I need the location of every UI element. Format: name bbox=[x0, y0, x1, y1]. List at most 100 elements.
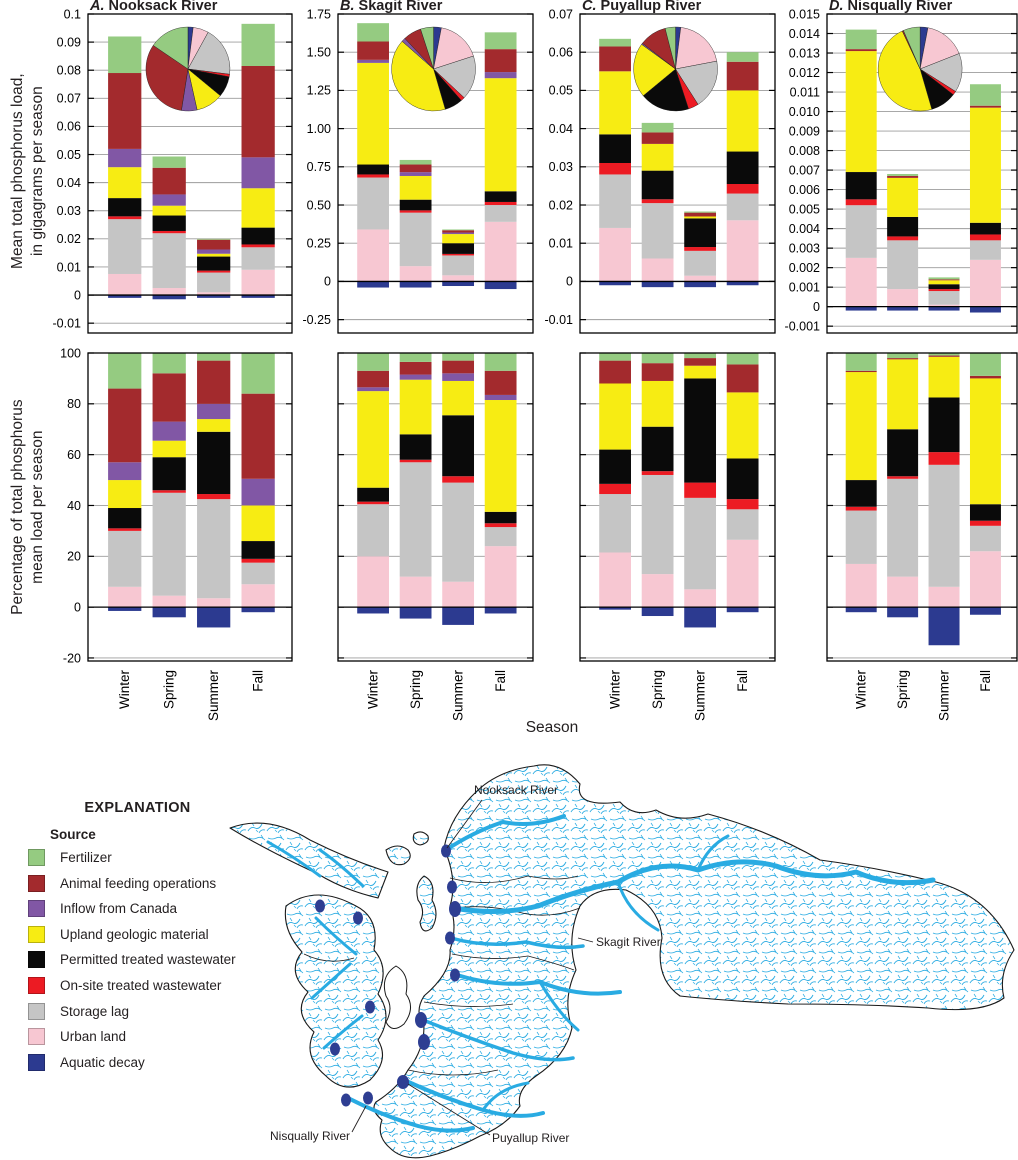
svg-text:-0.01: -0.01 bbox=[545, 313, 574, 327]
legend-swatch-aquatic_decay bbox=[28, 1053, 45, 1071]
svg-text:80: 80 bbox=[67, 397, 81, 411]
map-label-skagit: Skagit River bbox=[596, 935, 661, 949]
svg-text:0.009: 0.009 bbox=[789, 124, 820, 138]
legend-label: Urban land bbox=[60, 1029, 127, 1045]
svg-text:0.010: 0.010 bbox=[789, 105, 820, 119]
legend-swatch-upland_geologic bbox=[28, 925, 45, 943]
map-label-nooksack: Nooksack River bbox=[474, 783, 558, 797]
nooksack-river-line bbox=[444, 814, 566, 852]
legend-items: Fertilizer Animal feeding operations Inflo… bbox=[28, 849, 318, 1071]
svg-text:0.06: 0.06 bbox=[57, 120, 81, 134]
legend-swatch-storage_lag bbox=[28, 1002, 45, 1020]
east-basin bbox=[373, 764, 1015, 1159]
panel-load-D: 0.015 0.014 0.013 0.012 0.011 0.010 0.009 0.008… bbox=[785, 7, 1018, 334]
legend-label: Inflow from Canada bbox=[60, 901, 178, 917]
legend-item-permitted_wastewater: Permitted treated wastewater bbox=[28, 951, 318, 969]
pie-B bbox=[391, 26, 476, 112]
legend-item-urban_land: Urban land bbox=[28, 1028, 318, 1046]
legend-header: EXPLANATION bbox=[84, 800, 191, 816]
svg-text:0.01: 0.01 bbox=[549, 237, 573, 251]
map-label-nisqually: Nisqually River bbox=[270, 1129, 350, 1143]
legend-swatch-permitted_wastewater bbox=[28, 951, 45, 969]
panel-letter: D. bbox=[829, 0, 844, 14]
svg-text:0.02: 0.02 bbox=[57, 232, 81, 246]
svg-text:0.011: 0.011 bbox=[790, 85, 820, 99]
panel-letter: A. bbox=[90, 0, 105, 14]
legend-swatch-inflow_canada bbox=[28, 900, 45, 918]
panel-name: Nooksack River bbox=[108, 0, 218, 14]
svg-text:20: 20 bbox=[67, 550, 81, 564]
panel-title-nooksack: A. Nooksack River bbox=[90, 0, 217, 14]
pie-D bbox=[877, 26, 963, 112]
legend-item-storage_lag: Storage lag bbox=[28, 1002, 318, 1020]
svg-text:-0.01: -0.01 bbox=[53, 316, 82, 330]
charts-svg: 0.10.090.080.070.060.050.040.030.020.010… bbox=[53, 7, 1018, 722]
panel-percent-D: Winter Spring Summer Fall bbox=[826, 352, 1018, 721]
svg-text:-0.001: -0.001 bbox=[785, 319, 820, 333]
legend-label: Storage lag bbox=[60, 1003, 130, 1019]
season-tick-label: Fall bbox=[493, 670, 508, 692]
svg-text:0.04: 0.04 bbox=[57, 176, 81, 190]
pie-C bbox=[633, 26, 718, 112]
legend-item-onsite_wastewater: On-site treated wastewater bbox=[28, 976, 318, 994]
svg-text:0.25: 0.25 bbox=[307, 237, 331, 251]
svg-text:0.05: 0.05 bbox=[549, 84, 573, 98]
svg-text:0: 0 bbox=[74, 600, 81, 614]
svg-text:0: 0 bbox=[813, 300, 820, 314]
svg-text:0.1: 0.1 bbox=[64, 7, 81, 21]
x-axis-title: Season bbox=[525, 719, 579, 736]
svg-text:0.50: 0.50 bbox=[307, 198, 331, 212]
panel-load-B: 1.75 1.50 1.25 1.00 0.75 0.50 0.25 0 -0.25 bbox=[303, 7, 534, 334]
season-tick-label: Winter bbox=[117, 670, 132, 710]
panel-name: Nisqually River bbox=[847, 0, 953, 14]
season-tick-label: Spring bbox=[895, 670, 910, 709]
monitoring-station-dots bbox=[315, 844, 461, 1107]
legend-item-aquatic_decay: Aquatic decay bbox=[28, 1053, 318, 1071]
svg-text:1.75: 1.75 bbox=[307, 7, 331, 21]
svg-text:0.001: 0.001 bbox=[789, 280, 820, 294]
whidbey-island bbox=[416, 875, 437, 932]
legend-label: On-site treated wastewater bbox=[60, 977, 222, 993]
kitsap-peninsula bbox=[383, 965, 411, 1029]
svg-text:0.02: 0.02 bbox=[549, 198, 573, 212]
san-juan-island bbox=[385, 845, 411, 866]
nisqually-river-line bbox=[346, 1096, 475, 1133]
legend-subheader: Source bbox=[50, 827, 96, 842]
svg-text:0.003: 0.003 bbox=[789, 241, 820, 255]
svg-text:0.005: 0.005 bbox=[789, 202, 820, 216]
svg-text:0: 0 bbox=[324, 275, 331, 289]
svg-text:0.07: 0.07 bbox=[549, 7, 573, 21]
svg-text:0.007: 0.007 bbox=[789, 163, 820, 177]
svg-text:0.03: 0.03 bbox=[57, 204, 81, 218]
season-tick-label: Fall bbox=[735, 670, 750, 692]
svg-text:0: 0 bbox=[74, 288, 81, 302]
svg-text:0.002: 0.002 bbox=[789, 261, 820, 275]
season-tick-label: Summer bbox=[206, 670, 221, 722]
legend-item-fertilizer: Fertilizer bbox=[28, 849, 318, 866]
panel-load-A: 0.1 0.09 0.08 0.07 0.06 0.05 0.04 0.03 0.02 0.01 0… bbox=[53, 7, 293, 334]
west-basin bbox=[284, 894, 387, 1088]
svg-text:40: 40 bbox=[67, 499, 81, 513]
svg-text:0.004: 0.004 bbox=[789, 222, 820, 236]
season-tick-label: Summer bbox=[693, 670, 708, 722]
panel-title-puyallup: C. Puyallup River bbox=[582, 0, 701, 14]
main-rivers bbox=[266, 814, 936, 1133]
season-tick-label: Fall bbox=[978, 670, 993, 692]
small-island bbox=[412, 831, 429, 846]
svg-text:1.25: 1.25 bbox=[307, 84, 331, 98]
panel-name: Skagit River bbox=[358, 0, 443, 14]
legend-swatch-onsite_wastewater bbox=[28, 976, 45, 994]
svg-text:0.015: 0.015 bbox=[789, 7, 820, 21]
svg-text:1.50: 1.50 bbox=[307, 46, 331, 60]
season-tick-label: Winter bbox=[608, 670, 623, 710]
svg-text:0.09: 0.09 bbox=[57, 35, 81, 49]
legend-item-animal_feeding: Animal feeding operations bbox=[28, 874, 318, 892]
panel-percent-C: Winter Spring Summer Fall bbox=[579, 352, 776, 722]
legend-swatch-urban_land bbox=[28, 1028, 45, 1046]
map-label-puyallup: Puyallup River bbox=[492, 1131, 569, 1145]
legend-label: Fertilizer bbox=[60, 850, 112, 865]
svg-text:-20: -20 bbox=[63, 651, 81, 665]
svg-text:0.05: 0.05 bbox=[57, 148, 81, 162]
panel-name: Puyallup River bbox=[600, 0, 702, 14]
